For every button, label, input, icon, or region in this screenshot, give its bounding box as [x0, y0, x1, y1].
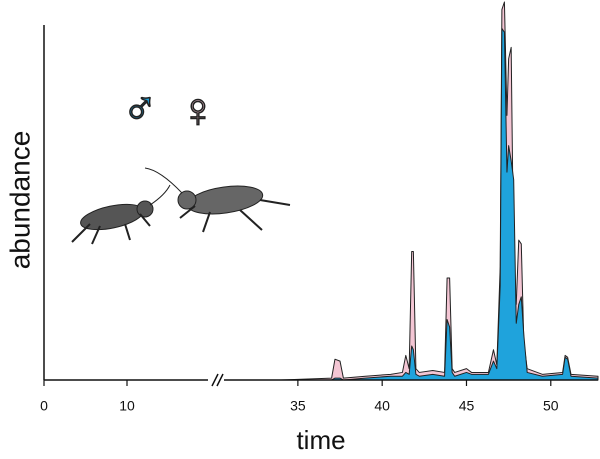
cricket-male: [71, 184, 171, 245]
x-tick-label: 45: [459, 398, 475, 414]
x-tick-label: 50: [543, 398, 559, 414]
male-symbol: ♂: [122, 83, 158, 136]
y-axis-label: abundance: [4, 131, 35, 270]
series-area: [280, 27, 599, 381]
x-tick-label: 35: [290, 398, 306, 414]
x-tick-label: 40: [374, 398, 390, 414]
axis-break: [211, 373, 224, 387]
x-axis-label: time: [296, 425, 345, 455]
cricket-female: [144, 167, 291, 233]
female-symbol: ♀: [180, 85, 216, 138]
x-tick-label: 10: [119, 398, 135, 414]
x-tick-label: 0: [40, 398, 48, 414]
series-area: [280, 1, 599, 381]
